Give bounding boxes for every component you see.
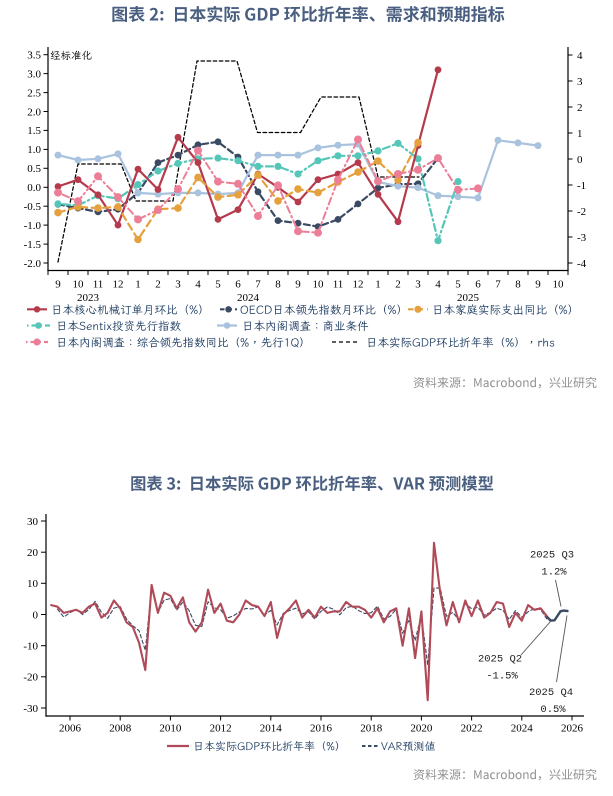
svg-text:-1.5%: -1.5% bbox=[486, 671, 518, 683]
svg-text:8: 8 bbox=[275, 279, 281, 291]
svg-text:2026: 2026 bbox=[561, 723, 584, 735]
svg-text:2018: 2018 bbox=[360, 723, 383, 735]
svg-text:1.5: 1.5 bbox=[27, 125, 41, 137]
svg-text:2016: 2016 bbox=[310, 723, 333, 735]
svg-text:2014: 2014 bbox=[260, 723, 283, 735]
svg-text:7: 7 bbox=[255, 279, 261, 291]
svg-text:-4: -4 bbox=[577, 258, 587, 270]
svg-text:0.5: 0.5 bbox=[27, 163, 41, 175]
svg-text:4: 4 bbox=[195, 279, 201, 291]
svg-text:10: 10 bbox=[73, 279, 85, 291]
svg-text:1.2%: 1.2% bbox=[541, 567, 567, 579]
svg-text:2024: 2024 bbox=[237, 292, 260, 304]
svg-text:0.5%: 0.5% bbox=[540, 704, 566, 716]
svg-text:5: 5 bbox=[455, 279, 461, 291]
svg-text:5: 5 bbox=[215, 279, 221, 291]
svg-text:0.0: 0.0 bbox=[27, 182, 41, 194]
svg-text:-20: -20 bbox=[23, 672, 38, 684]
svg-text:2: 2 bbox=[395, 279, 401, 291]
svg-text:2022: 2022 bbox=[461, 723, 483, 735]
svg-text:10: 10 bbox=[313, 279, 325, 291]
svg-text:2020: 2020 bbox=[410, 723, 433, 735]
svg-text:3: 3 bbox=[577, 76, 583, 88]
svg-text:-1.5: -1.5 bbox=[24, 239, 42, 251]
svg-text:7: 7 bbox=[495, 279, 501, 291]
svg-text:2025 Q3: 2025 Q3 bbox=[530, 550, 574, 562]
svg-text:-30: -30 bbox=[23, 703, 38, 715]
svg-text:2025: 2025 bbox=[457, 292, 480, 304]
svg-text:2024: 2024 bbox=[511, 723, 534, 735]
svg-text:9: 9 bbox=[55, 279, 61, 291]
svg-text:12: 12 bbox=[353, 279, 364, 291]
svg-text:2023: 2023 bbox=[77, 292, 100, 304]
svg-text:3.5: 3.5 bbox=[27, 50, 41, 62]
svg-text:20: 20 bbox=[27, 547, 39, 559]
svg-text:1: 1 bbox=[135, 279, 141, 291]
svg-text:-0.5: -0.5 bbox=[24, 201, 42, 213]
svg-text:2025 Q2: 2025 Q2 bbox=[478, 654, 522, 666]
svg-text:2008: 2008 bbox=[109, 723, 132, 735]
svg-text:1: 1 bbox=[375, 279, 381, 291]
svg-text:11: 11 bbox=[93, 279, 104, 291]
svg-text:2: 2 bbox=[155, 279, 161, 291]
svg-text:-2: -2 bbox=[577, 206, 586, 218]
svg-text:-10: -10 bbox=[23, 641, 38, 653]
svg-text:-2.0: -2.0 bbox=[24, 258, 42, 270]
svg-text:8: 8 bbox=[515, 279, 521, 291]
svg-text:3: 3 bbox=[175, 279, 181, 291]
svg-text:4: 4 bbox=[435, 279, 441, 291]
svg-text:-1: -1 bbox=[577, 180, 586, 192]
svg-text:2.0: 2.0 bbox=[27, 106, 41, 118]
svg-text:2.5: 2.5 bbox=[27, 87, 41, 99]
svg-text:2012: 2012 bbox=[210, 723, 232, 735]
svg-text:2025 Q4: 2025 Q4 bbox=[529, 687, 573, 699]
svg-text:3: 3 bbox=[415, 279, 421, 291]
svg-text:10: 10 bbox=[27, 578, 39, 590]
svg-text:1: 1 bbox=[577, 128, 583, 140]
svg-text:10: 10 bbox=[553, 279, 565, 291]
svg-text:2010: 2010 bbox=[159, 723, 182, 735]
svg-text:0: 0 bbox=[33, 609, 39, 621]
svg-text:6: 6 bbox=[475, 279, 481, 291]
svg-text:-1.0: -1.0 bbox=[24, 220, 42, 232]
svg-text:0: 0 bbox=[577, 154, 583, 166]
svg-text:30: 30 bbox=[27, 516, 39, 528]
svg-text:9: 9 bbox=[535, 279, 541, 291]
svg-text:6: 6 bbox=[235, 279, 241, 291]
svg-text:11: 11 bbox=[333, 279, 344, 291]
svg-text:4: 4 bbox=[577, 50, 583, 62]
svg-text:3.0: 3.0 bbox=[27, 68, 41, 80]
svg-text:2: 2 bbox=[577, 102, 583, 114]
svg-text:12: 12 bbox=[113, 279, 124, 291]
svg-text:-3: -3 bbox=[577, 232, 587, 244]
svg-text:2006: 2006 bbox=[59, 723, 82, 735]
svg-text:1.0: 1.0 bbox=[27, 144, 41, 156]
svg-text:9: 9 bbox=[295, 279, 301, 291]
